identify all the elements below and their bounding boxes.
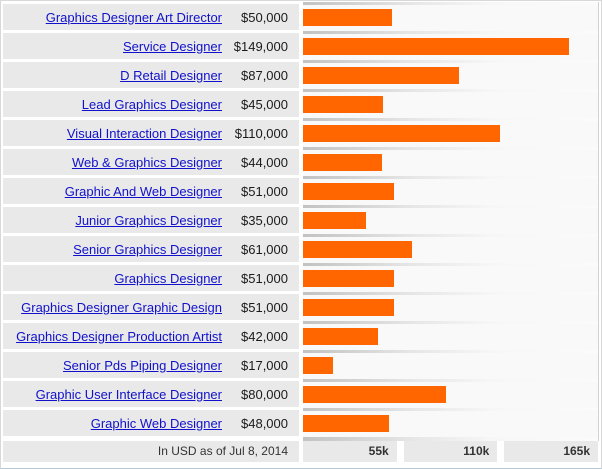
table-row: Graphics Designer Art Director $50,000 bbox=[3, 4, 299, 30]
salary-value: $87,000 bbox=[241, 67, 288, 83]
salary-bar bbox=[303, 212, 366, 229]
table-row: Graphics Designer Production Artist $42,0… bbox=[3, 323, 299, 349]
job-title-link[interactable]: Graphics Designer bbox=[114, 270, 222, 286]
salary-bar bbox=[303, 241, 413, 258]
table-row: Senior Graphics Designer $61,000 bbox=[3, 236, 299, 262]
salary-bar bbox=[303, 96, 384, 113]
table-row: Lead Graphics Designer $45,000 bbox=[3, 91, 299, 117]
x-axis-tick: 55k bbox=[303, 441, 397, 462]
table-row: Junior Graphics Designer $35,000 bbox=[3, 207, 299, 233]
salary-bar bbox=[303, 183, 395, 200]
salary-bar bbox=[303, 67, 459, 84]
salary-bar bbox=[303, 357, 334, 374]
salary-value: $50,000 bbox=[241, 9, 288, 25]
bar-row bbox=[303, 179, 598, 205]
table-row: Service Designer $149,000 bbox=[3, 33, 299, 59]
table-row: Graphic User Interface Designer $80,000 bbox=[3, 381, 299, 407]
chart-area bbox=[303, 2, 599, 441]
table-row: Senior Pds Piping Designer $17,000 bbox=[3, 352, 299, 378]
salary-value: $61,000 bbox=[241, 241, 288, 257]
bar-row bbox=[303, 34, 598, 60]
salary-bar bbox=[303, 299, 395, 316]
salary-bar bbox=[303, 415, 389, 432]
salary-value: $48,000 bbox=[241, 415, 288, 431]
job-title-link[interactable]: Lead Graphics Designer bbox=[81, 96, 222, 112]
table-row: Graphic Web Designer $48,000 bbox=[3, 410, 299, 436]
table-row: Web & Graphics Designer $44,000 bbox=[3, 149, 299, 175]
job-title-link[interactable]: D Retail Designer bbox=[120, 67, 222, 83]
salary-value: $51,000 bbox=[241, 299, 288, 315]
bar-row bbox=[303, 295, 598, 321]
bar-row bbox=[303, 208, 598, 234]
salary-value: $110,000 bbox=[234, 125, 288, 141]
job-title-link[interactable]: Senior Graphics Designer bbox=[73, 241, 222, 257]
bar-row bbox=[303, 324, 598, 350]
job-title-link[interactable]: Graphic Web Designer bbox=[90, 415, 222, 431]
job-title-link[interactable]: Senior Pds Piping Designer bbox=[63, 357, 222, 373]
bar-row bbox=[303, 382, 598, 408]
bar-row bbox=[303, 92, 598, 118]
job-title-link[interactable]: Visual Interaction Designer bbox=[66, 125, 222, 141]
table-row: D Retail Designer $87,000 bbox=[3, 62, 299, 88]
bar-row bbox=[303, 121, 598, 147]
table-row: Graphics Designer Graphic Design $51,000 bbox=[3, 294, 299, 320]
bar-row bbox=[303, 411, 598, 437]
salary-bar bbox=[303, 328, 379, 345]
x-axis: 55k 110k 165k bbox=[303, 441, 599, 462]
salary-bar bbox=[303, 154, 382, 171]
job-title-link[interactable]: Web & Graphics Designer bbox=[71, 154, 222, 170]
salary-bar bbox=[303, 270, 395, 287]
salary-value: $35,000 bbox=[241, 212, 288, 228]
table-row: Visual Interaction Designer $110,000 bbox=[3, 120, 299, 146]
salary-value: $17,000 bbox=[241, 357, 288, 373]
salary-value: $45,000 bbox=[241, 96, 288, 112]
salary-value: $51,000 bbox=[241, 183, 288, 199]
salary-value: $42,000 bbox=[241, 328, 288, 344]
job-title-link[interactable]: Service Designer bbox=[123, 38, 222, 54]
table-row: Graphics Designer $51,000 bbox=[3, 265, 299, 291]
table-row: Graphic And Web Designer $51,000 bbox=[3, 178, 299, 204]
bar-row bbox=[303, 63, 598, 89]
salary-bar bbox=[303, 9, 393, 26]
job-title-link[interactable]: Graphic User Interface Designer bbox=[35, 386, 222, 402]
salary-bar bbox=[303, 125, 500, 142]
salary-value: $149,000 bbox=[233, 38, 288, 54]
job-title-link[interactable]: Graphic And Web Designer bbox=[64, 183, 222, 199]
job-title-link[interactable]: Junior Graphics Designer bbox=[75, 212, 222, 228]
bar-row bbox=[303, 237, 598, 263]
x-axis-tick: 165k bbox=[504, 441, 599, 462]
salary-value: $80,000 bbox=[241, 386, 288, 402]
footer-note: In USD as of Jul 8, 2014 bbox=[3, 441, 299, 462]
bar-row bbox=[303, 266, 598, 292]
salary-bar bbox=[303, 38, 570, 55]
x-axis-tick: 110k bbox=[403, 441, 498, 462]
salary-value: $51,000 bbox=[241, 270, 288, 286]
job-rows: Graphics Designer Art Director $50,000 Ser… bbox=[3, 4, 299, 436]
bar-row bbox=[303, 353, 598, 379]
salary-value: $44,000 bbox=[241, 154, 288, 170]
job-title-link[interactable]: Graphics Designer Graphic Design bbox=[21, 299, 222, 315]
job-title-link[interactable]: Graphics Designer Production Artist bbox=[16, 328, 222, 344]
job-title-link[interactable]: Graphics Designer Art Director bbox=[45, 9, 222, 25]
bar-row bbox=[303, 5, 598, 31]
salary-bar bbox=[303, 386, 447, 403]
bar-row bbox=[303, 150, 598, 176]
